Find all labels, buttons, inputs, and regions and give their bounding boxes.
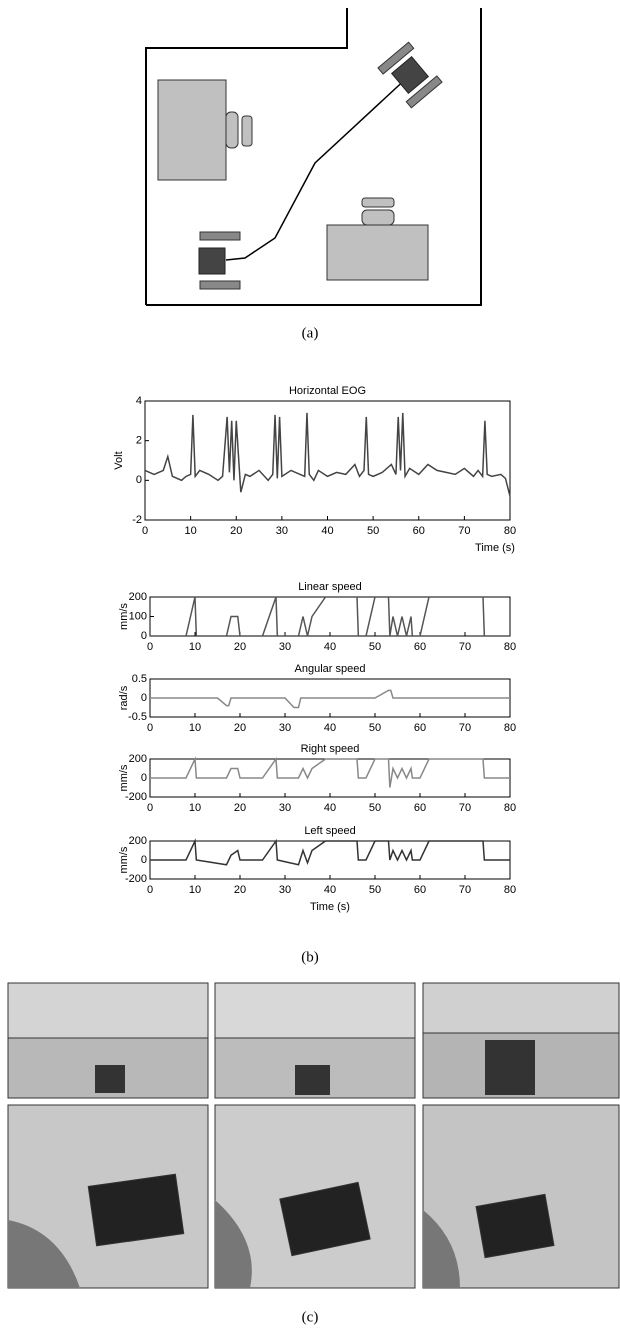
y-axis-label: Volt [113,451,125,469]
x-tick-label: 0 [147,722,153,734]
y-axis-label: rad/s [118,685,130,710]
chart-title: Linear speed [298,581,362,593]
x-tick-label: 40 [324,802,336,814]
y-axis-label: mm/s [118,764,130,791]
y-tick-label: 200 [129,753,147,765]
x-tick-label: 10 [189,802,201,814]
y-tick-label: 0 [141,772,147,784]
x-tick-label: 60 [413,525,425,537]
x-tick-label: 10 [189,641,201,653]
data-line [150,596,510,637]
x-tick-label: 20 [234,802,246,814]
x-tick-label: 70 [458,525,470,537]
x-tick-label: 80 [504,641,516,653]
y-tick-label: 2 [136,435,142,447]
y-axis-label: mm/s [118,603,130,630]
x-tick-label: 0 [147,802,153,814]
y-tick-label: 0.5 [132,673,147,685]
data-line [144,412,511,497]
y-tick-label: 200 [129,591,147,603]
x-tick-label: 10 [189,722,201,734]
y-tick-label: 0 [141,854,147,866]
y-tick-label: 0 [141,692,147,704]
y-tick-label: 200 [129,835,147,847]
x-tick-label: 70 [459,641,471,653]
x-tick-label: 30 [279,802,291,814]
photo-grid [7,982,620,1289]
x-tick-label: 80 [504,525,516,537]
caption: (c) [302,1309,319,1325]
x-tick-label: 30 [279,641,291,653]
chart-title: Right speed [301,743,360,755]
data-line [150,838,510,866]
x-tick-label: 50 [369,884,381,896]
y-tick-label: 0 [136,474,142,486]
y-tick-label: 0 [141,630,147,642]
x-tick-label: 80 [504,884,516,896]
x-tick-label: 50 [369,641,381,653]
x-tick-label: 60 [414,884,426,896]
y-axis-label: mm/s [118,846,130,873]
chart-title: Horizontal EOG [289,385,366,397]
x-tick-label: 70 [459,722,471,734]
plot-frame [149,840,511,880]
caption: (b) [301,949,319,965]
x-tick-label: 0 [147,884,153,896]
x-tick-label: 40 [321,525,333,537]
x-tick-label: 30 [279,884,291,896]
x-tick-label: 20 [234,722,246,734]
x-tick-label: 60 [414,802,426,814]
x-tick-label: 80 [504,802,516,814]
x-tick-label: 50 [367,525,379,537]
x-tick-label: 10 [185,525,197,537]
x-tick-label: 20 [234,641,246,653]
x-tick-label: 70 [459,802,471,814]
x-axis-label: Time (s) [475,542,515,554]
data-line [150,689,510,709]
x-tick-label: 50 [369,802,381,814]
y-tick-label: 4 [136,395,142,407]
caption: (a) [302,325,319,341]
x-tick-label: 50 [369,722,381,734]
chart-title: Angular speed [295,663,366,675]
x-tick-label: 0 [147,641,153,653]
x-tick-label: 20 [234,884,246,896]
x-tick-label: 60 [414,641,426,653]
data-line [150,756,510,788]
x-tick-label: 30 [276,525,288,537]
x-tick-label: 0 [142,525,148,537]
x-tick-label: 10 [189,884,201,896]
y-tick-label: -0.5 [128,711,147,723]
x-tick-label: 40 [324,641,336,653]
x-axis-label: Time (s) [310,901,350,913]
y-tick-label: -200 [125,791,147,803]
y-tick-label: -2 [132,514,142,526]
x-tick-label: 80 [504,722,516,734]
x-tick-label: 60 [414,722,426,734]
y-tick-label: 100 [129,610,147,622]
plot-frame [144,400,511,521]
x-tick-label: 40 [324,722,336,734]
chart-title: Left speed [304,825,355,837]
plot-frame [149,596,511,637]
x-tick-label: 40 [324,884,336,896]
x-tick-label: 20 [230,525,242,537]
x-tick-label: 70 [459,884,471,896]
floor-plan [145,8,482,306]
y-tick-label: -200 [125,873,147,885]
x-tick-label: 30 [279,722,291,734]
